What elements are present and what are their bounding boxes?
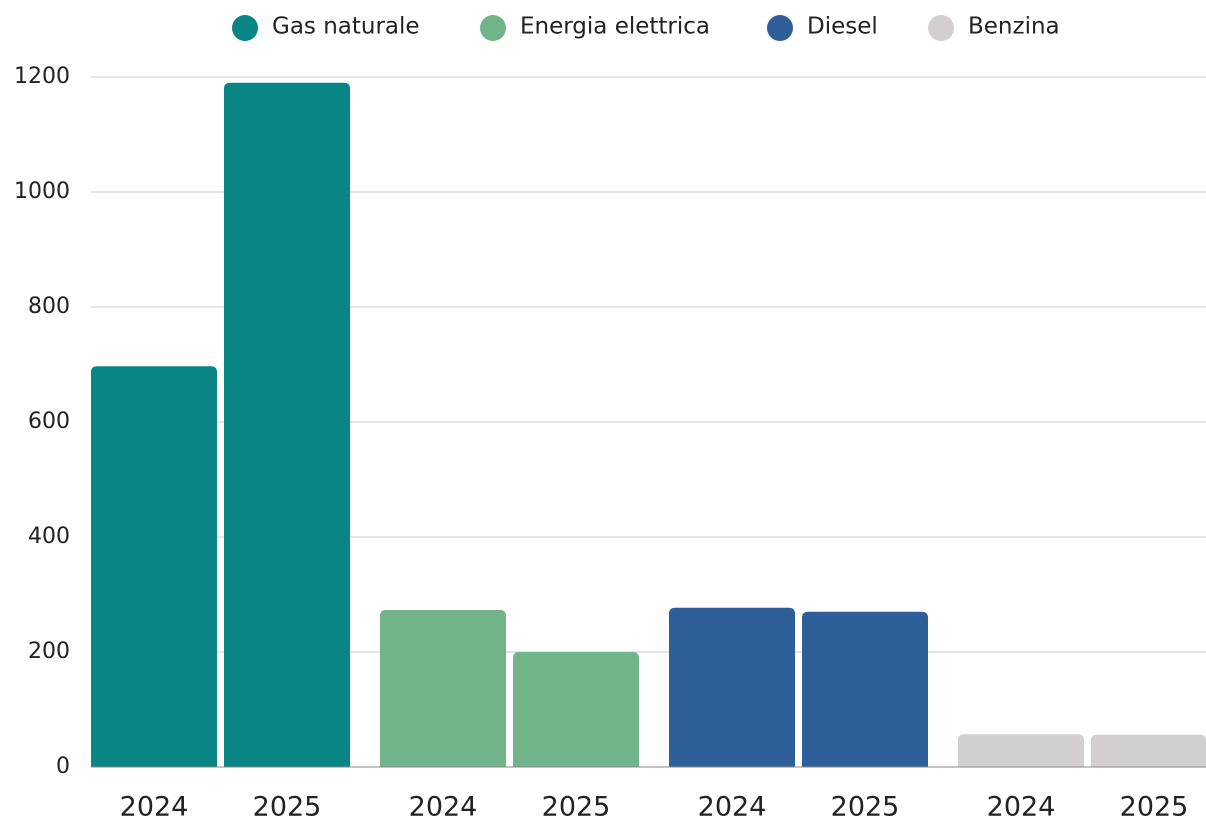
- y-tick-label: 1200: [14, 64, 70, 89]
- legend-marker: [232, 15, 258, 41]
- legend-label: Diesel: [807, 14, 878, 40]
- y-tick-label: 200: [28, 639, 70, 664]
- bar: [1091, 734, 1206, 767]
- bar: [802, 611, 928, 767]
- bar: [669, 607, 795, 767]
- x-tick-label: 2025: [1120, 792, 1189, 823]
- x-tick-label: 2025: [253, 792, 322, 823]
- x-tick-label: 2024: [409, 792, 478, 823]
- legend-label: Benzina: [968, 14, 1060, 40]
- x-tick-label: 2024: [987, 792, 1056, 823]
- y-tick-label: 1000: [14, 179, 70, 204]
- legend-marker: [928, 15, 954, 41]
- x-tick-label: 2025: [542, 792, 611, 823]
- bar: [91, 366, 217, 767]
- bar: [958, 734, 1084, 767]
- bar: [224, 82, 350, 767]
- legend-label: Energia elettrica: [520, 14, 710, 40]
- y-tick-label: 600: [28, 409, 70, 434]
- y-tick-label: 800: [28, 294, 70, 319]
- legend-label: Gas naturale: [272, 14, 420, 40]
- x-tick-label: 2025: [831, 792, 900, 823]
- x-tick-label: 2024: [120, 792, 189, 823]
- bar: [513, 652, 639, 767]
- x-tick-label: 2024: [698, 792, 767, 823]
- legend-marker: [480, 15, 506, 41]
- y-tick-label: 0: [56, 754, 70, 779]
- legend-marker: [767, 15, 793, 41]
- bar: [380, 610, 506, 767]
- y-tick-label: 400: [28, 524, 70, 549]
